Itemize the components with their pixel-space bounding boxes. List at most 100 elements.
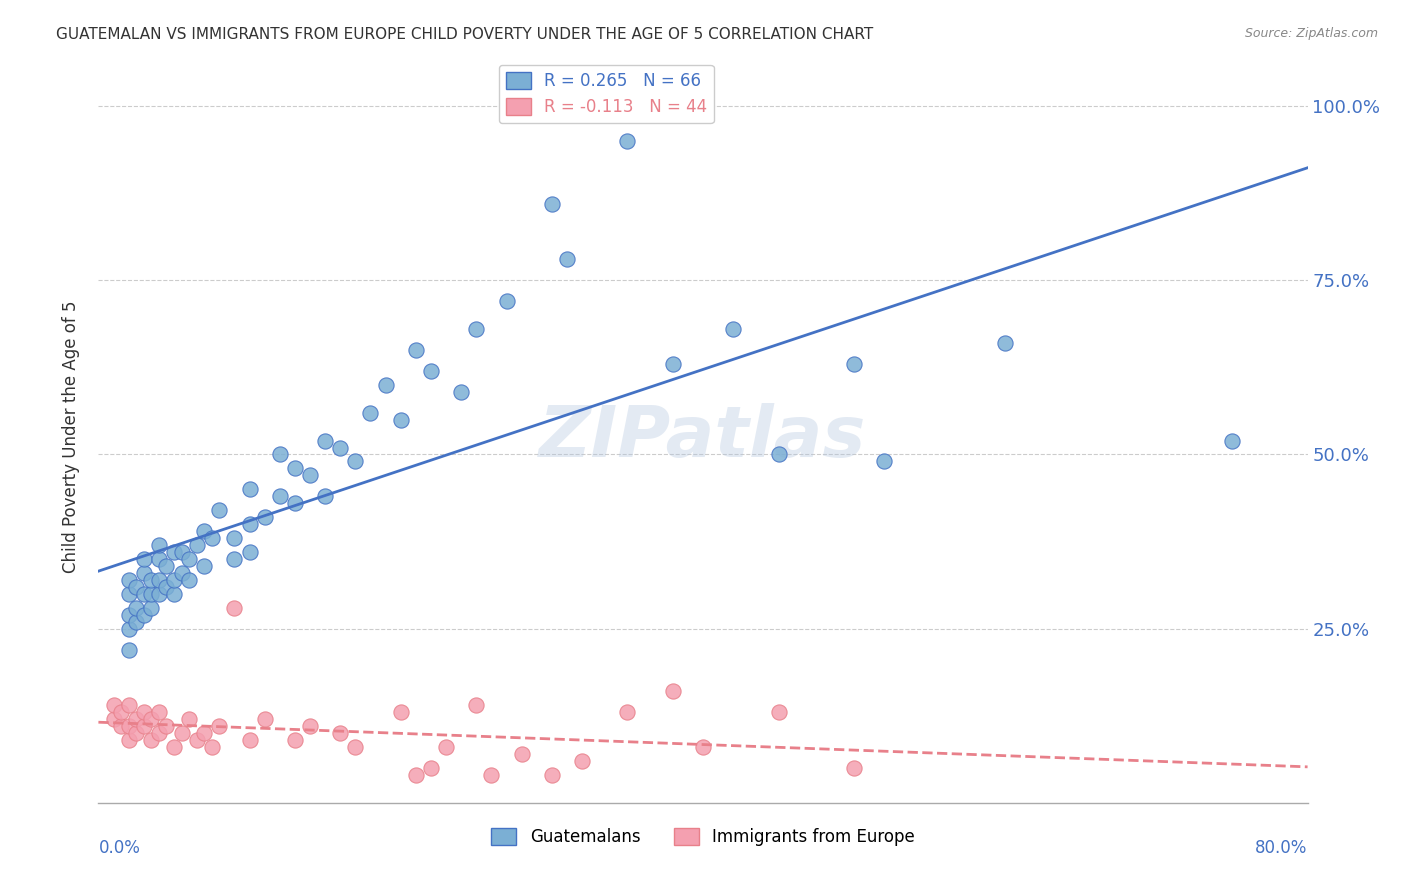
Point [481, 768, 503, 782]
Point [661, 357, 683, 371]
Point [844, 357, 866, 371]
Point [253, 510, 276, 524]
Point [179, 573, 201, 587]
Point [510, 747, 533, 761]
Point [193, 726, 215, 740]
Point [163, 545, 186, 559]
Point [208, 719, 231, 733]
Point [405, 343, 427, 357]
Point [768, 448, 790, 462]
Point [110, 719, 132, 733]
Point [434, 740, 457, 755]
Point [299, 468, 322, 483]
Point [768, 705, 790, 719]
Point [420, 761, 443, 775]
Point [179, 552, 201, 566]
Point [224, 531, 246, 545]
Point [465, 322, 488, 336]
Point [155, 719, 177, 733]
Point [239, 517, 262, 532]
Point [224, 552, 246, 566]
Point [284, 461, 307, 475]
Point [148, 726, 170, 740]
Point [193, 524, 215, 538]
Point [155, 580, 177, 594]
Point [193, 558, 215, 573]
Point [118, 733, 141, 747]
Point [540, 196, 562, 211]
Point [314, 489, 336, 503]
Point [170, 566, 193, 580]
Point [148, 538, 170, 552]
Point [163, 573, 186, 587]
Point [873, 454, 896, 468]
Point [284, 496, 307, 510]
Point [118, 587, 141, 601]
Point [844, 761, 866, 775]
Legend: Guatemalans, Immigrants from Europe: Guatemalans, Immigrants from Europe [485, 822, 921, 853]
Point [125, 712, 148, 726]
Point [118, 607, 141, 622]
Point [132, 587, 155, 601]
Point [269, 489, 291, 503]
Point [389, 705, 412, 719]
Point [201, 740, 224, 755]
Point [661, 684, 683, 698]
Point [141, 573, 163, 587]
Point [239, 483, 262, 497]
Point [132, 552, 155, 566]
Point [118, 622, 141, 636]
Point [420, 364, 443, 378]
Point [125, 600, 148, 615]
Point [239, 545, 262, 559]
Point [616, 705, 638, 719]
Point [284, 733, 307, 747]
Point [125, 726, 148, 740]
Point [360, 406, 382, 420]
Point [103, 698, 125, 713]
Point [253, 712, 276, 726]
Point [132, 566, 155, 580]
Point [132, 719, 155, 733]
Point [118, 573, 141, 587]
Point [269, 448, 291, 462]
Point [344, 740, 367, 755]
Point [186, 733, 208, 747]
Point [118, 698, 141, 713]
Point [118, 642, 141, 657]
Text: Source: ZipAtlas.com: Source: ZipAtlas.com [1244, 27, 1378, 40]
Point [103, 712, 125, 726]
Point [132, 705, 155, 719]
Point [141, 587, 163, 601]
Point [692, 740, 714, 755]
Point [540, 768, 562, 782]
Point [186, 538, 208, 552]
Point [179, 712, 201, 726]
Point [125, 580, 148, 594]
Y-axis label: Child Poverty Under the Age of 5: Child Poverty Under the Age of 5 [62, 301, 80, 574]
Point [170, 726, 193, 740]
Point [239, 733, 262, 747]
Point [314, 434, 336, 448]
Point [224, 600, 246, 615]
Point [208, 503, 231, 517]
Point [571, 754, 593, 768]
Point [329, 726, 352, 740]
Point [465, 698, 488, 713]
Point [110, 705, 132, 719]
Point [141, 733, 163, 747]
Point [450, 384, 472, 399]
Point [125, 615, 148, 629]
Text: ZIPatlas: ZIPatlas [540, 402, 866, 472]
Point [344, 454, 367, 468]
Point [201, 531, 224, 545]
Point [118, 719, 141, 733]
Point [495, 294, 517, 309]
Point [148, 587, 170, 601]
Point [155, 558, 177, 573]
Point [1220, 434, 1243, 448]
Point [616, 134, 638, 148]
Point [374, 377, 396, 392]
Point [141, 600, 163, 615]
Point [148, 573, 170, 587]
